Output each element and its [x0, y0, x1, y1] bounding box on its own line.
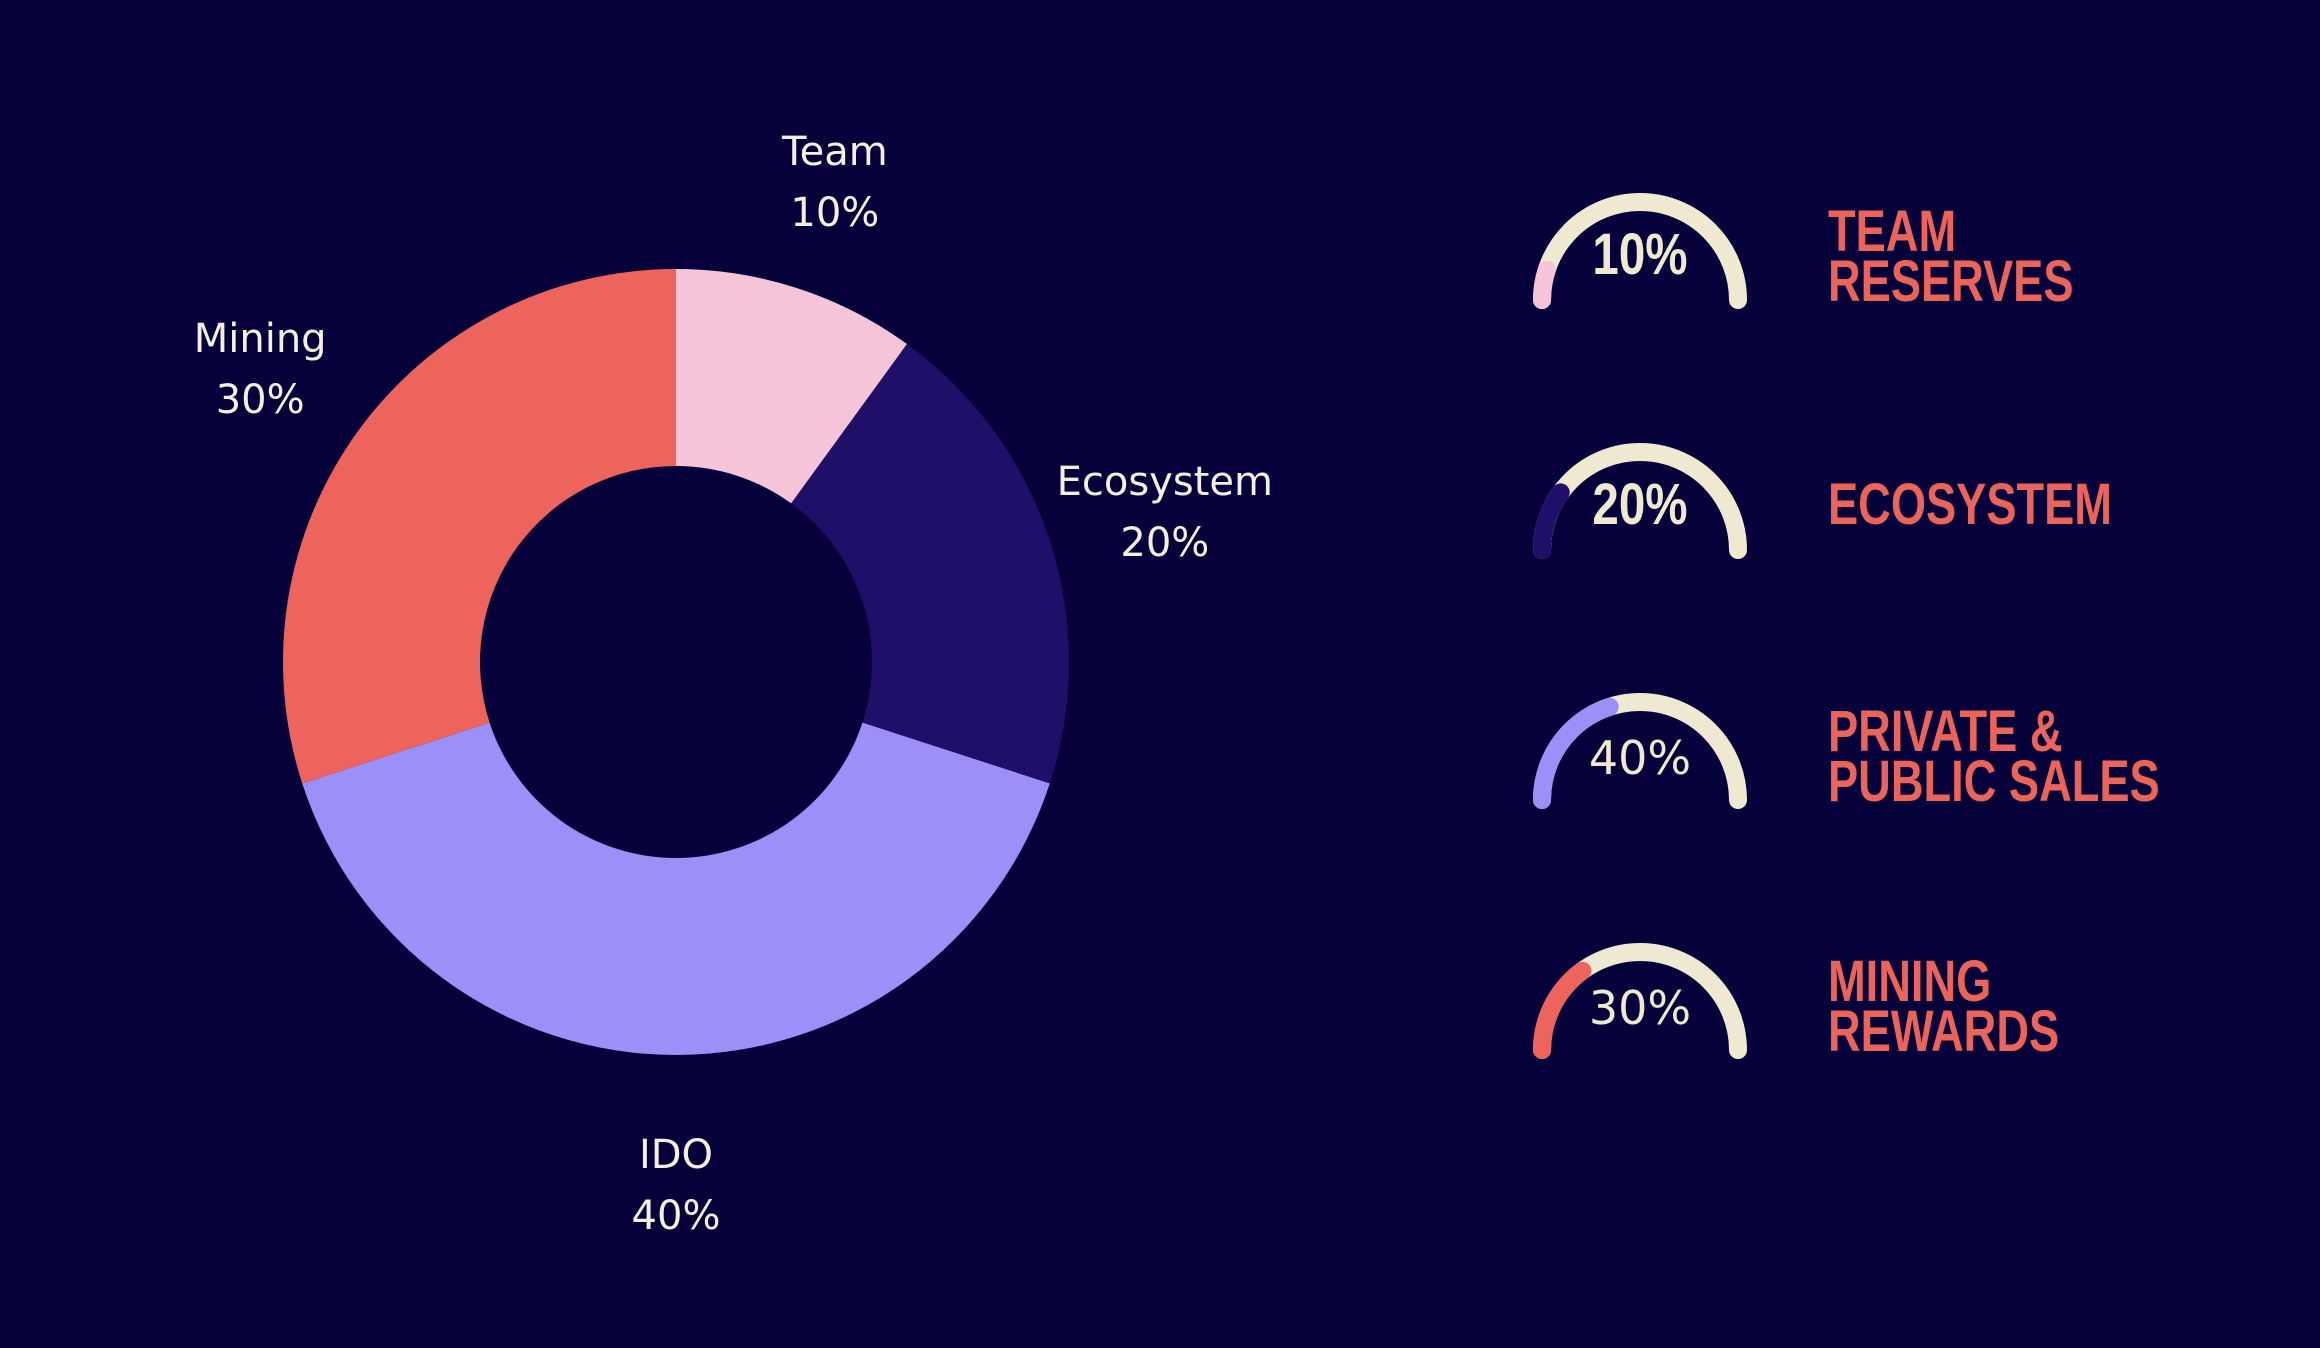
- donut-slice-ecosystem: [791, 344, 1070, 784]
- slice-label-mining: Mining: [194, 316, 327, 362]
- gauge-fill: [1533, 961, 1592, 1059]
- gauge-title-line: RESERVES: [1828, 250, 2074, 315]
- gauge-title-line: TEAM: [1828, 200, 1956, 265]
- slice-label-ido: IDO: [639, 1132, 713, 1178]
- slice-value-ecosystem: 20%: [1120, 520, 1209, 566]
- donut-slice-team: [676, 269, 907, 504]
- gauge-track: [1533, 193, 1747, 309]
- slice-label-ecosystem: Ecosystem: [1057, 459, 1273, 505]
- gauge-value: 30%: [1589, 981, 1691, 1035]
- gauge-value: 10%: [1592, 223, 1687, 288]
- slice-value-team: 10%: [790, 190, 879, 236]
- gauge-value: 40%: [1589, 731, 1691, 785]
- gauge-ecosystem: 20% ECOSYSTEM: [1533, 443, 2112, 559]
- gauge-private-public-sales: 40% PRIVATE &PUBLIC SALES: [1533, 693, 2160, 815]
- gauge-title-line: PRIVATE &: [1828, 700, 2063, 765]
- donut-chart: Team 10% Ecosystem 20% IDO 40% Mining 30%: [194, 129, 1273, 1239]
- gauge-title-line: PUBLIC SALES: [1828, 750, 2160, 815]
- donut-slice-mining: [282, 269, 676, 784]
- donut-slice-ido: [302, 722, 1050, 1055]
- slice-label-team: Team: [781, 129, 888, 175]
- slice-value-ido: 40%: [632, 1193, 721, 1239]
- gauge-fill: [1533, 697, 1619, 809]
- gauge-fill: [1533, 483, 1570, 559]
- slice-value-mining: 30%: [216, 377, 305, 423]
- gauge-title-line: ECOSYSTEM: [1828, 473, 2112, 538]
- gauge-fill: [1533, 260, 1556, 309]
- gauge-title-line: REWARDS: [1828, 1000, 2059, 1065]
- gauge-title-line: MINING: [1828, 950, 1991, 1015]
- gauge-value: 20%: [1592, 473, 1687, 538]
